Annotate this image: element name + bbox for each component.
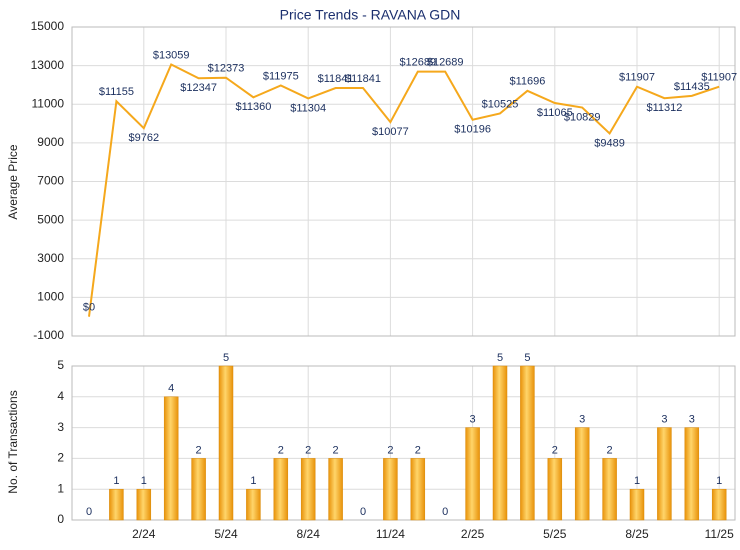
y-tick-label: 7000 xyxy=(37,174,64,188)
value-label: $12347 xyxy=(180,82,217,94)
value-label: $10196 xyxy=(454,124,491,136)
value-label: $11360 xyxy=(235,101,271,113)
y-tick-label: 5000 xyxy=(37,212,64,226)
y-tick-label: 11000 xyxy=(32,96,65,110)
y-tick-label: 4 xyxy=(57,389,64,403)
value-label: 2 xyxy=(387,444,393,456)
value-label: 3 xyxy=(661,414,667,426)
bar xyxy=(465,427,480,521)
value-label: $11065 xyxy=(537,107,573,119)
value-label: $13059 xyxy=(153,49,190,61)
bar xyxy=(684,427,700,521)
value-label: $12689 xyxy=(427,57,464,69)
value-label: 1 xyxy=(634,475,640,487)
value-label: $10077 xyxy=(372,126,409,138)
value-label: 1 xyxy=(141,475,147,487)
value-label: 5 xyxy=(497,352,503,364)
bar xyxy=(218,365,234,521)
x-tick-label: 5/24 xyxy=(214,527,238,541)
bar xyxy=(547,458,563,521)
y-tick-label: 15000 xyxy=(31,19,65,33)
bar xyxy=(520,365,535,521)
bar xyxy=(246,488,261,521)
chart-title: Price Trends - RAVANA GDN xyxy=(280,7,461,23)
value-label: 2 xyxy=(196,444,202,456)
value-label: 1 xyxy=(250,475,256,487)
value-label: 5 xyxy=(524,352,530,364)
value-label: $10525 xyxy=(482,98,519,110)
value-label: 2 xyxy=(607,444,613,456)
bar xyxy=(383,458,398,521)
value-label: $11841 xyxy=(318,73,354,85)
bar xyxy=(191,458,206,521)
x-tick-label: 5/25 xyxy=(543,527,567,541)
value-label: 1 xyxy=(716,475,722,487)
value-label: $11841 xyxy=(345,73,381,85)
y-axis-label: Average Price xyxy=(6,144,20,219)
y-tick-label: 13000 xyxy=(31,58,65,72)
value-label: $9489 xyxy=(594,137,625,149)
price-line xyxy=(88,63,720,317)
value-label: $0 xyxy=(83,302,95,314)
value-label: 2 xyxy=(415,444,421,456)
value-label: $9762 xyxy=(129,132,160,144)
value-label: 3 xyxy=(470,414,476,426)
bar xyxy=(136,488,152,521)
value-label: 3 xyxy=(689,414,695,426)
y-tick-label: 1 xyxy=(57,481,64,495)
y-tick-label: 1000 xyxy=(37,290,64,304)
value-label: $11975 xyxy=(263,70,299,82)
value-label: 0 xyxy=(86,506,92,518)
value-label: 2 xyxy=(278,444,284,456)
plot-frame xyxy=(71,26,736,337)
bar xyxy=(574,427,590,521)
value-label: $11304 xyxy=(290,102,326,114)
y-tick-label: 3 xyxy=(57,420,64,434)
value-label: 0 xyxy=(360,506,366,518)
value-label: 1 xyxy=(113,475,119,487)
value-label: $11155 xyxy=(99,86,134,98)
value-label: 2 xyxy=(333,444,339,456)
value-label: 4 xyxy=(168,383,174,395)
bar xyxy=(657,427,672,521)
bar xyxy=(328,458,343,521)
y-tick-label: 2 xyxy=(57,451,64,465)
bar xyxy=(109,488,124,521)
bar xyxy=(711,488,727,521)
y-axis-label: No. of Transactions xyxy=(6,390,20,493)
bar xyxy=(300,458,316,521)
x-tick-label: 2/24 xyxy=(132,527,156,541)
x-tick-label: 8/25 xyxy=(625,527,649,541)
value-label: $10829 xyxy=(564,111,601,123)
value-label: 2 xyxy=(305,444,311,456)
value-label: $11435 xyxy=(674,81,710,93)
y-tick-label: 3000 xyxy=(37,251,64,265)
x-tick-label: 8/24 xyxy=(297,527,321,541)
value-label: $11907 xyxy=(619,72,655,84)
value-label: $12689 xyxy=(399,57,436,69)
plot-frame xyxy=(71,365,736,521)
x-tick-label: 11/24 xyxy=(376,527,405,541)
bar xyxy=(410,458,426,521)
value-label: $11312 xyxy=(646,102,682,114)
value-label: 5 xyxy=(223,352,229,364)
value-label: $11907 xyxy=(701,72,737,84)
bar xyxy=(629,488,645,521)
y-tick-label: 9000 xyxy=(37,135,64,149)
value-label: 0 xyxy=(442,506,448,518)
bar xyxy=(163,396,179,521)
x-tick-label: 11/25 xyxy=(705,527,734,541)
y-tick-label: 0 xyxy=(57,512,64,526)
y-tick-label: 5 xyxy=(57,358,64,372)
bar xyxy=(492,365,508,521)
bar xyxy=(273,458,289,521)
value-label: $12373 xyxy=(208,63,245,75)
x-tick-label: 2/25 xyxy=(461,527,485,541)
y-tick-label: -1000 xyxy=(33,328,64,342)
bar xyxy=(602,458,617,521)
value-label: $11696 xyxy=(509,76,545,88)
value-label: 2 xyxy=(552,444,558,456)
value-label: 3 xyxy=(579,414,585,426)
